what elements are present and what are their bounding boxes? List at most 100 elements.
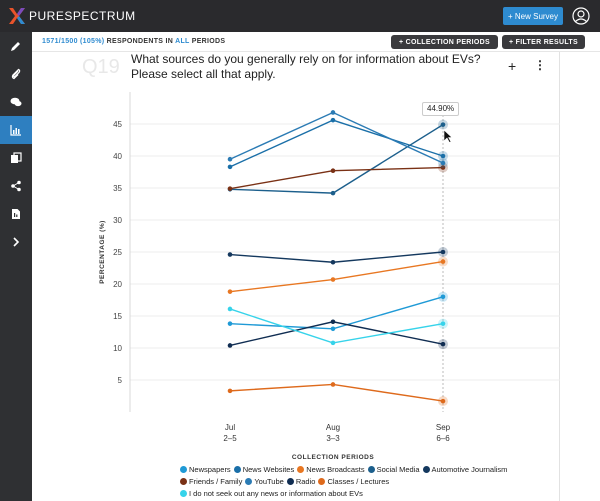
x-tick-label: Jul	[225, 423, 235, 432]
data-point	[440, 153, 446, 159]
legend-label: News Websites	[242, 465, 295, 474]
x-tick-sublabel: 3–3	[326, 434, 340, 443]
respondents-text: RESPONDENTS IN	[106, 38, 174, 45]
legend-label: Social Media	[376, 465, 420, 474]
add-button[interactable]: +	[508, 58, 517, 74]
legend-label: Friends / Family	[189, 477, 243, 486]
respondents-count: 1571/1500 (105%)	[42, 38, 105, 45]
legend-item[interactable]: News Websites	[233, 464, 295, 476]
new-survey-button[interactable]: + New Survey	[503, 7, 563, 25]
y-tick-label: 20	[113, 280, 122, 289]
sidebar-item-attachments[interactable]	[0, 60, 32, 88]
legend-item[interactable]: YouTube	[245, 476, 284, 488]
data-point	[440, 249, 446, 255]
data-point	[227, 164, 233, 170]
x-tick-sublabel: 6–6	[436, 434, 450, 443]
x-tick-label: Sep	[436, 423, 451, 432]
data-point	[330, 382, 336, 387]
respondents-bar: 1571/1500 (105%) RESPONDENTS IN ALL PERI…	[32, 32, 600, 52]
data-point	[227, 289, 233, 294]
data-point	[330, 277, 336, 282]
data-point	[330, 117, 336, 123]
data-point	[227, 156, 233, 162]
sidebar-item-share[interactable]	[0, 172, 32, 200]
legend-marker-icon	[180, 490, 187, 497]
data-point	[440, 160, 446, 166]
legend-item[interactable]: Newspapers	[180, 464, 231, 476]
legend-item[interactable]: News Broadcasts	[297, 464, 365, 476]
sidebar-item-report[interactable]	[0, 200, 32, 228]
legend-marker-icon	[180, 466, 187, 473]
collection-periods-button[interactable]: + COLLECTION PERIODS	[391, 35, 498, 49]
data-point	[227, 252, 233, 257]
brand-logo[interactable]: PURESPECTRUM	[7, 6, 136, 26]
y-tick-label: 25	[113, 248, 122, 257]
sidebar-item-results[interactable]	[0, 116, 32, 144]
respondents-summary: 1571/1500 (105%) RESPONDENTS IN ALL PERI…	[42, 38, 225, 45]
chart-legend: Newspapers News Websites News Broadcasts So…	[180, 464, 560, 500]
y-tick-label: 30	[113, 216, 122, 225]
data-point	[440, 165, 446, 170]
top-bar: PURESPECTRUM + New Survey	[0, 0, 600, 32]
copy-icon	[11, 152, 22, 163]
filter-results-button[interactable]: + FILTER RESULTS	[502, 35, 585, 49]
respondents-all: ALL	[175, 38, 190, 45]
user-avatar-icon[interactable]	[572, 7, 590, 25]
series-line	[229, 119, 444, 168]
logo-mark-icon	[9, 8, 25, 24]
data-point	[227, 343, 233, 348]
share-icon	[11, 180, 21, 192]
sidebar	[0, 32, 32, 501]
legend-label: Newspapers	[189, 465, 231, 474]
document-icon	[12, 209, 20, 219]
legend-marker-icon	[233, 466, 241, 473]
y-tick-label: 45	[113, 120, 122, 129]
data-point	[440, 341, 446, 347]
y-axis-label: PERCENTAGE (%)	[99, 220, 106, 284]
data-point	[227, 306, 233, 312]
respondents-periods: PERIODS	[191, 38, 226, 45]
more-options-icon[interactable]: ⋮	[534, 58, 546, 72]
legend-item[interactable]: I do not seek out any news or informatio…	[180, 488, 363, 500]
paperclip-icon	[11, 68, 21, 80]
data-point	[330, 340, 336, 346]
chart-icon	[10, 125, 21, 136]
chevron-right-icon	[13, 237, 20, 247]
chat-icon	[10, 97, 22, 107]
data-point	[330, 190, 336, 196]
x-axis-label: COLLECTION PERIODS	[292, 454, 374, 461]
legend-item[interactable]: Friends / Family	[180, 476, 242, 488]
y-tick-label: 10	[113, 344, 122, 353]
sidebar-item-expand[interactable]	[0, 228, 32, 256]
y-tick-label: 5	[118, 376, 123, 385]
data-point	[440, 122, 446, 127]
legend-marker-icon	[180, 478, 187, 485]
data-point	[440, 321, 446, 326]
legend-label: YouTube	[254, 477, 284, 486]
sidebar-item-comments[interactable]	[0, 88, 32, 116]
legend-item[interactable]: Radio	[286, 476, 315, 488]
series-line	[229, 296, 444, 330]
data-point	[227, 388, 233, 394]
data-point	[330, 319, 336, 325]
legend-item[interactable]: Social Media	[367, 464, 420, 476]
legend-label: I do not seek out any news or informatio…	[189, 489, 363, 498]
y-tick-label: 35	[113, 184, 122, 193]
legend-label: Classes / Lectures	[327, 477, 390, 486]
sidebar-item-edit[interactable]	[0, 32, 32, 60]
legend-item[interactable]: Automotive Journalism	[422, 464, 507, 476]
data-point	[440, 398, 446, 404]
legend-label: News Broadcasts	[306, 465, 365, 474]
mouse-cursor-icon	[443, 129, 453, 143]
data-point	[440, 259, 446, 264]
data-point	[227, 186, 233, 191]
brand-name: PURESPECTRUM	[29, 9, 136, 23]
sidebar-item-copy[interactable]	[0, 144, 32, 172]
legend-marker-icon	[286, 478, 294, 485]
legend-item[interactable]: Classes / Lectures	[318, 476, 389, 488]
data-point	[330, 110, 336, 115]
data-point	[440, 294, 446, 300]
data-point	[330, 259, 336, 265]
divider	[559, 52, 560, 501]
y-tick-label: 40	[113, 152, 122, 161]
